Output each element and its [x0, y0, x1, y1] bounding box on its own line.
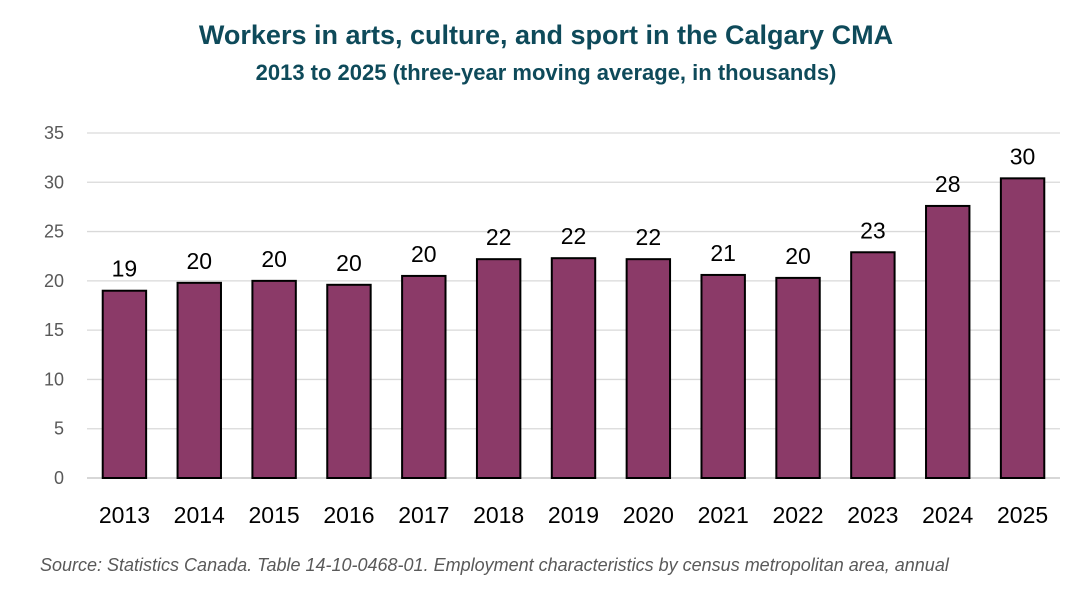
x-tick-label: 2013 — [99, 502, 150, 528]
data-label: 20 — [411, 241, 437, 267]
y-tick-label: 10 — [44, 369, 64, 389]
x-tick-label: 2015 — [249, 502, 300, 528]
data-label: 30 — [1010, 143, 1036, 169]
data-label: 20 — [186, 248, 212, 274]
bar — [925, 204, 971, 479]
bar — [700, 273, 746, 480]
bar — [251, 279, 297, 479]
data-label: 20 — [785, 243, 811, 269]
bar — [850, 251, 896, 479]
y-tick-label: 20 — [44, 271, 64, 291]
y-tick-label: 30 — [44, 172, 64, 192]
data-label: 22 — [636, 224, 662, 250]
data-label: 21 — [710, 240, 736, 266]
y-tick-label: 25 — [44, 222, 64, 242]
x-tick-label: 2018 — [473, 502, 524, 528]
bar — [401, 274, 447, 479]
x-tick-label: 2025 — [997, 502, 1048, 528]
x-tick-label: 2021 — [698, 502, 749, 528]
x-tick-label: 2020 — [623, 502, 674, 528]
chart-subtitle: 2013 to 2025 (three-year moving average,… — [255, 60, 837, 85]
y-tick-label: 35 — [44, 123, 64, 143]
chart-title: Workers in arts, culture, and sport in t… — [198, 20, 894, 50]
data-label: 20 — [336, 250, 362, 276]
x-tick-label: 2023 — [847, 502, 898, 528]
source-note: Source: Statistics Canada. Table 14-10-0… — [40, 555, 949, 575]
bar — [326, 283, 372, 479]
bar — [176, 281, 222, 480]
x-tick-label: 2019 — [548, 502, 599, 528]
y-tick-label: 0 — [54, 468, 64, 488]
y-tick-label: 15 — [44, 320, 64, 340]
data-label: 28 — [935, 171, 961, 197]
x-tick-label: 2022 — [772, 502, 823, 528]
data-label: 19 — [112, 256, 138, 282]
bar — [475, 258, 522, 479]
bar — [625, 258, 672, 479]
data-label: 23 — [860, 217, 886, 243]
data-label: 22 — [561, 223, 587, 249]
bar — [550, 257, 597, 479]
data-label: 20 — [261, 246, 287, 272]
bar — [101, 289, 148, 480]
bar — [775, 276, 821, 479]
x-tick-label: 2016 — [323, 502, 374, 528]
x-tick-label: 2024 — [922, 502, 973, 528]
y-tick-label: 5 — [54, 419, 64, 439]
x-tick-label: 2017 — [398, 502, 449, 528]
data-label: 22 — [486, 224, 512, 250]
bar — [999, 177, 1046, 479]
x-tick-label: 2014 — [174, 502, 225, 528]
